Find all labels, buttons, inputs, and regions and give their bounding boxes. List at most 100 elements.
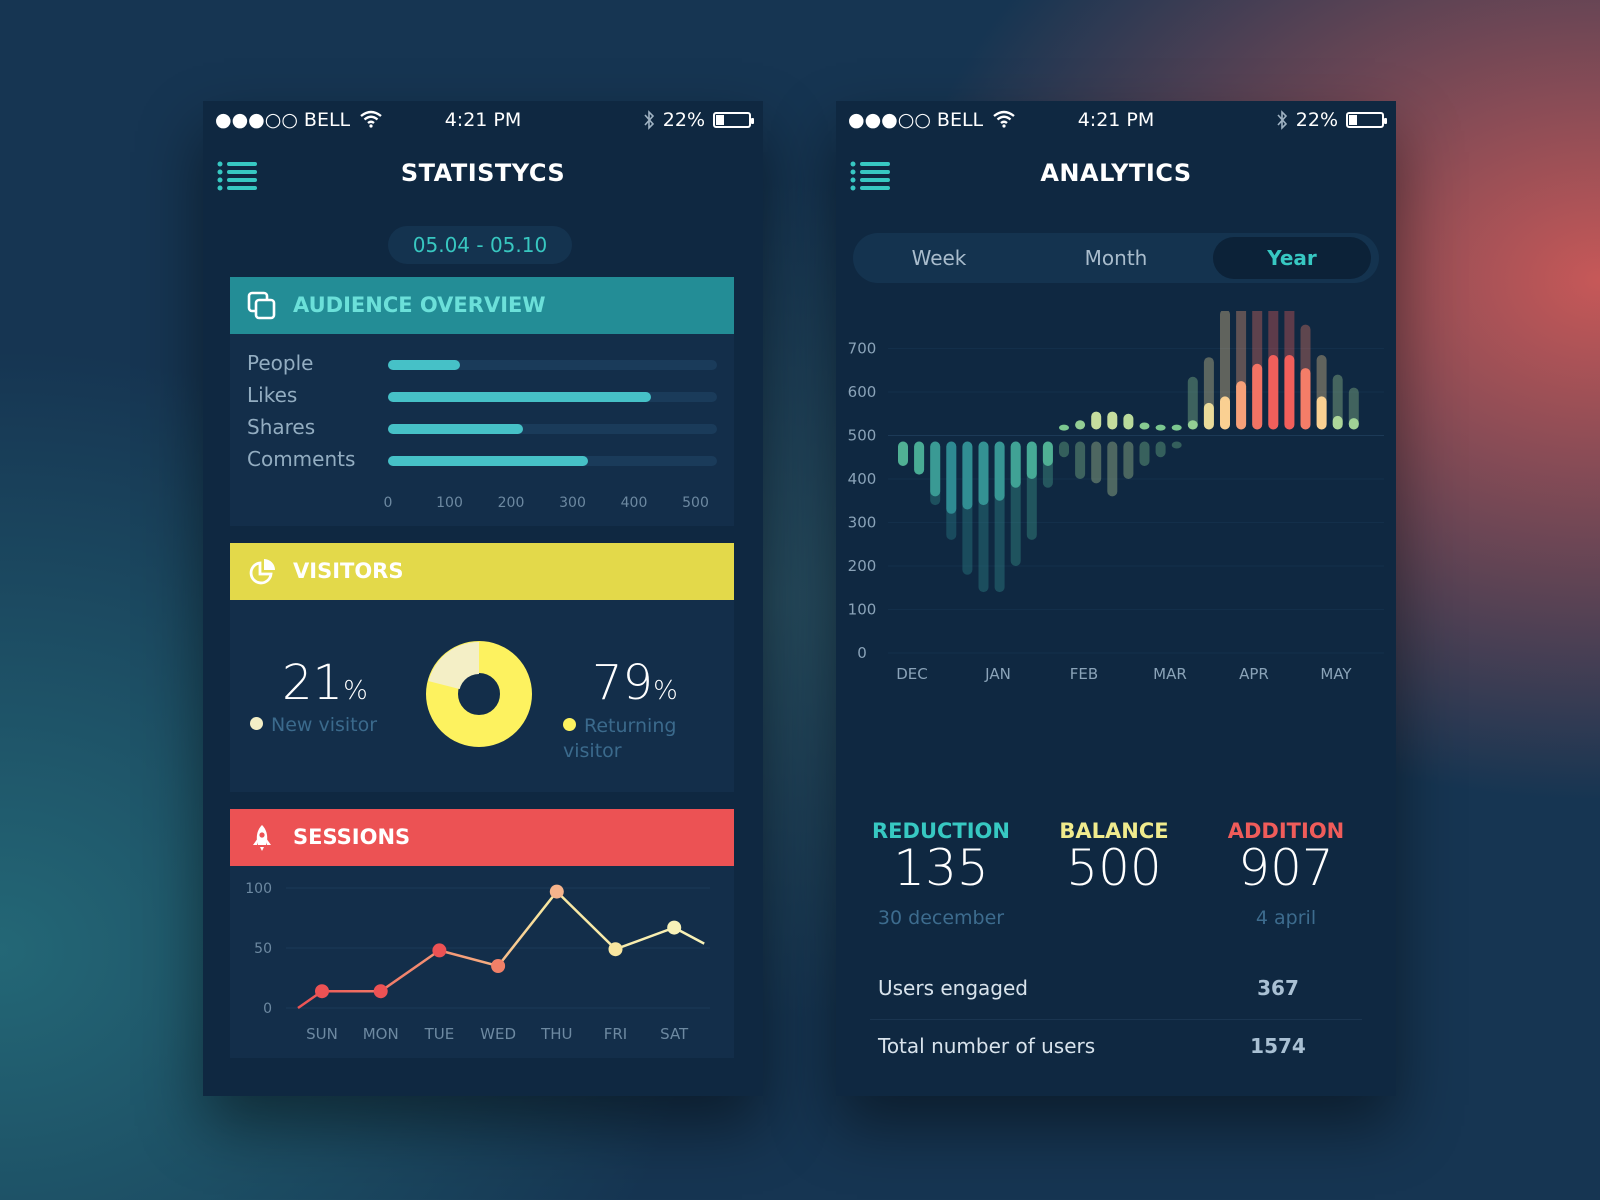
- y-tick-label: 800: [848, 311, 877, 314]
- bar: [1107, 411, 1118, 430]
- battery-icon: [713, 112, 754, 128]
- bar: [1284, 355, 1295, 430]
- audience-row: Likes: [247, 383, 717, 407]
- audience-row-label: People: [247, 351, 314, 375]
- data-point: [373, 984, 388, 999]
- visitors-card: VISITORS 21% New visitor 79% Returning v…: [230, 543, 734, 792]
- reduction-value: 135: [893, 839, 989, 897]
- audience-bar: [388, 392, 652, 402]
- tab-month[interactable]: Month: [1084, 246, 1148, 270]
- visitors-header[interactable]: VISITORS: [230, 543, 734, 600]
- wifi-icon: [360, 110, 382, 128]
- audience-bar: [388, 424, 523, 434]
- bar: [930, 441, 941, 497]
- addition-value: 907: [1238, 839, 1334, 897]
- data-point: [608, 942, 623, 957]
- users-engaged-value: 367: [1257, 976, 1299, 1000]
- bar-shadow: [1332, 374, 1343, 430]
- audience-overview-title: AUDIENCE OVERVIEW: [293, 293, 546, 317]
- audience-tick-label: 500: [682, 495, 709, 511]
- battery-icon: [1346, 112, 1387, 128]
- analytics-bar-chart: 10009008007006005004003002001000DECJANFE…: [848, 311, 1384, 683]
- audience-row: People: [247, 351, 717, 375]
- x-tick-label: WED: [480, 1025, 516, 1043]
- audience-tick-label: 200: [497, 495, 525, 511]
- status-right: 22%: [1276, 109, 1387, 131]
- x-tick-label: FRI: [604, 1025, 627, 1043]
- x-tick-label: JAN: [984, 665, 1011, 683]
- bar-shadow: [1075, 441, 1086, 479]
- balance-value: 500: [1066, 839, 1162, 897]
- period-tabs: Week Month Year: [853, 233, 1379, 283]
- bluetooth-icon: [1277, 110, 1287, 130]
- bar: [1075, 420, 1086, 430]
- bar: [1203, 402, 1214, 430]
- sessions-line: [297, 889, 705, 1010]
- x-tick-label: FEB: [1070, 665, 1098, 683]
- data-point: [549, 884, 564, 899]
- x-tick-label: MAY: [1320, 665, 1352, 683]
- bar-shadow: [1139, 441, 1150, 466]
- audience-tick-label: 400: [620, 495, 648, 511]
- x-tick-label: APR: [1239, 665, 1269, 683]
- bar: [1139, 422, 1150, 430]
- total-users-label: Total number of users: [878, 1034, 1096, 1058]
- data-point: [432, 943, 447, 958]
- battery-percent: 22%: [1295, 109, 1338, 131]
- bar-shadow: [1059, 441, 1069, 458]
- date-range-selector[interactable]: 05.04 - 05.10: [388, 226, 572, 264]
- bar-shadow: [1171, 441, 1182, 449]
- legend-dot: [563, 718, 576, 731]
- balance-label: BALANCE: [1059, 819, 1169, 843]
- bar: [1316, 396, 1327, 430]
- carrier-label: ●●●○○ BELL: [215, 109, 382, 131]
- audience-overview-header[interactable]: AUDIENCE OVERVIEW: [230, 277, 734, 334]
- data-point: [315, 984, 329, 999]
- visitors-title: VISITORS: [293, 559, 404, 583]
- bar: [978, 441, 989, 506]
- returning-visitor-legend: Returning visitor: [563, 715, 677, 762]
- x-tick-label: MAR: [1153, 665, 1187, 683]
- clock: 4:21 PM: [1077, 109, 1155, 131]
- bar: [1268, 355, 1279, 430]
- x-tick-label: DEC: [896, 665, 928, 683]
- status-bar: ●●●○○ BELL 4:21 PM 22%: [836, 101, 1396, 141]
- sessions-header[interactable]: SESSIONS: [230, 809, 734, 866]
- bar: [898, 441, 908, 466]
- audience-bar: [388, 360, 460, 370]
- data-point: [491, 959, 506, 973]
- bar: [1059, 424, 1069, 431]
- y-tick-label: 600: [848, 383, 877, 401]
- audience-tick-label: 100: [436, 495, 463, 511]
- divider: [870, 1019, 1362, 1020]
- x-tick-label: SUN: [306, 1025, 338, 1043]
- tab-year[interactable]: Year: [1213, 237, 1371, 279]
- tab-week[interactable]: Week: [911, 246, 967, 270]
- addition-date: 4 april: [1255, 907, 1317, 929]
- y-tick-label: 700: [848, 340, 877, 358]
- audience-row: Shares: [247, 415, 717, 439]
- y-tick-label: 300: [848, 514, 877, 532]
- rocket-icon: [253, 825, 271, 851]
- bar: [1348, 418, 1359, 430]
- y-tick-label: 200: [848, 557, 877, 575]
- menu-icon[interactable]: [850, 161, 892, 191]
- audience-bar-track: [388, 456, 717, 466]
- bar: [962, 441, 973, 510]
- legend-dot: [250, 717, 263, 730]
- total-users-value: 1574: [1250, 1034, 1306, 1058]
- clock: 4:21 PM: [444, 109, 522, 131]
- x-tick-label: SAT: [660, 1025, 689, 1043]
- bar: [1220, 396, 1230, 430]
- audience-bar-track: [388, 360, 717, 370]
- menu-icon[interactable]: [217, 161, 259, 191]
- bar: [1123, 413, 1134, 430]
- y-tick-label: 100: [848, 601, 877, 619]
- sessions-line-chart: 0 50 100 SUN MON TUE WED THU FRI SAT: [245, 881, 710, 1043]
- x-tick-label: THU: [540, 1025, 572, 1043]
- audience-row-label: Shares: [247, 415, 316, 439]
- x-tick-label: TUE: [424, 1025, 455, 1043]
- analytics-screen: ●●●○○ BELL 4:21 PM 22% ANALYTICS Week Mo…: [836, 101, 1396, 1096]
- audience-tick-label: 0: [383, 495, 393, 511]
- users-engaged-label: Users engaged: [878, 976, 1028, 1000]
